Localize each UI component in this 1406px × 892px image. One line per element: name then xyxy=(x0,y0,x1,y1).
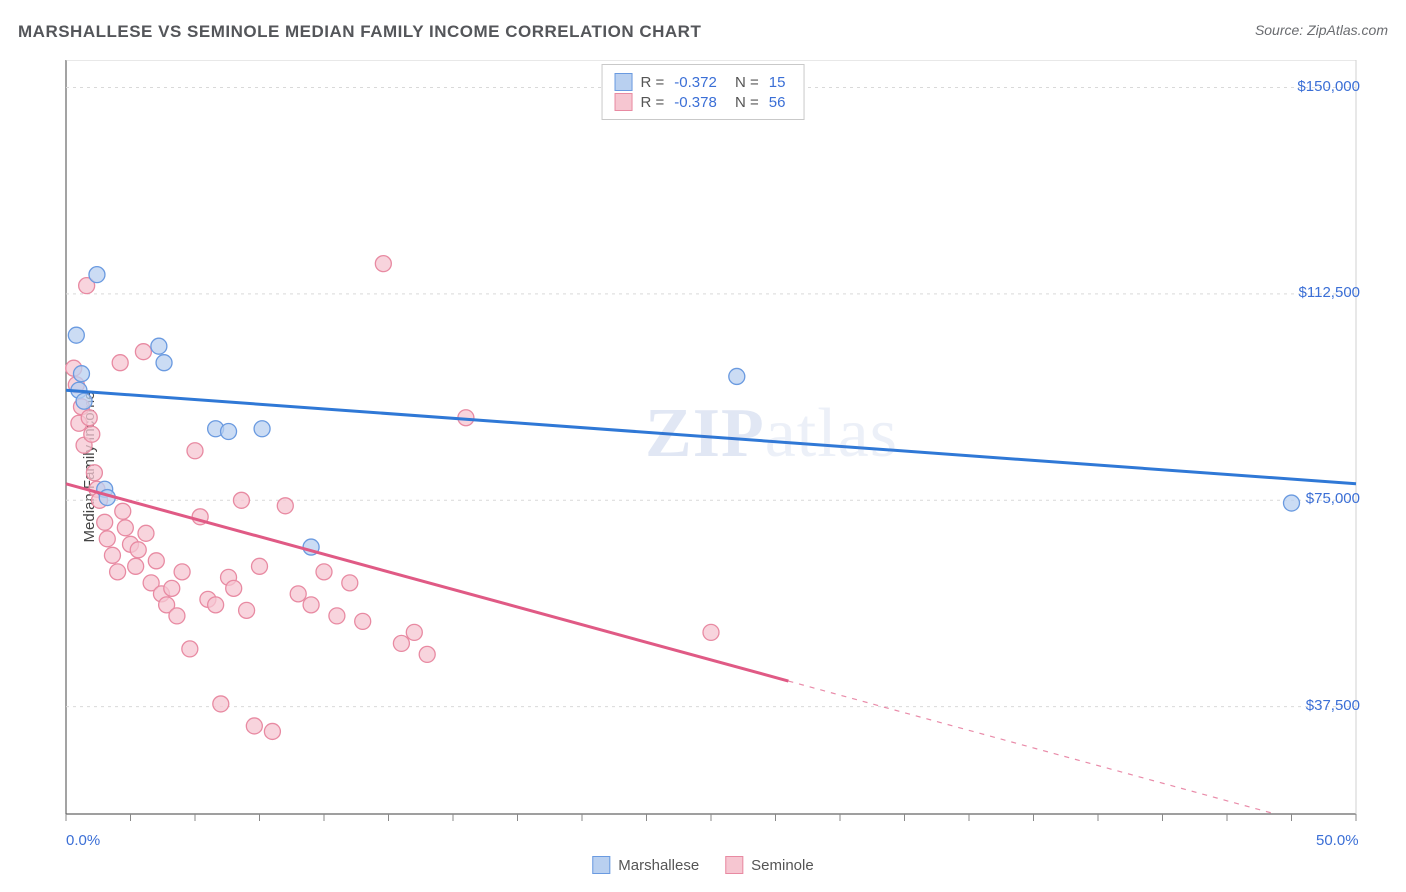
header: MARSHALLESE VS SEMINOLE MEDIAN FAMILY IN… xyxy=(18,22,1388,42)
scatter-plot xyxy=(18,60,1388,874)
legend-swatch xyxy=(592,856,610,874)
correlation-legend: R = -0.372 N = 15 R = -0.378 N = 56 xyxy=(602,64,805,120)
legend-item: Marshallese xyxy=(592,856,699,874)
legend-label: Marshallese xyxy=(618,857,699,874)
legend-item: Seminole xyxy=(725,856,814,874)
chart-area: Median Family Income ZIPatlas R = -0.372… xyxy=(18,60,1388,874)
legend-stat-row: R = -0.372 N = 15 xyxy=(615,73,792,91)
legend-swatch xyxy=(725,856,743,874)
legend-swatch xyxy=(615,93,633,111)
y-tick-label: $37,500 xyxy=(1306,697,1360,714)
chart-title: MARSHALLESE VS SEMINOLE MEDIAN FAMILY IN… xyxy=(18,22,701,42)
source-attribution: Source: ZipAtlas.com xyxy=(1255,22,1388,38)
legend-swatch xyxy=(615,73,633,91)
y-tick-label: $75,000 xyxy=(1306,490,1360,507)
x-tick-label: 0.0% xyxy=(66,832,100,849)
legend-stat-row: R = -0.378 N = 56 xyxy=(615,93,792,111)
x-tick-label: 50.0% xyxy=(1316,832,1359,849)
legend-label: Seminole xyxy=(751,857,814,874)
y-tick-label: $150,000 xyxy=(1297,78,1360,95)
series-legend: Marshallese Seminole xyxy=(592,856,813,874)
y-tick-label: $112,500 xyxy=(1299,284,1360,301)
